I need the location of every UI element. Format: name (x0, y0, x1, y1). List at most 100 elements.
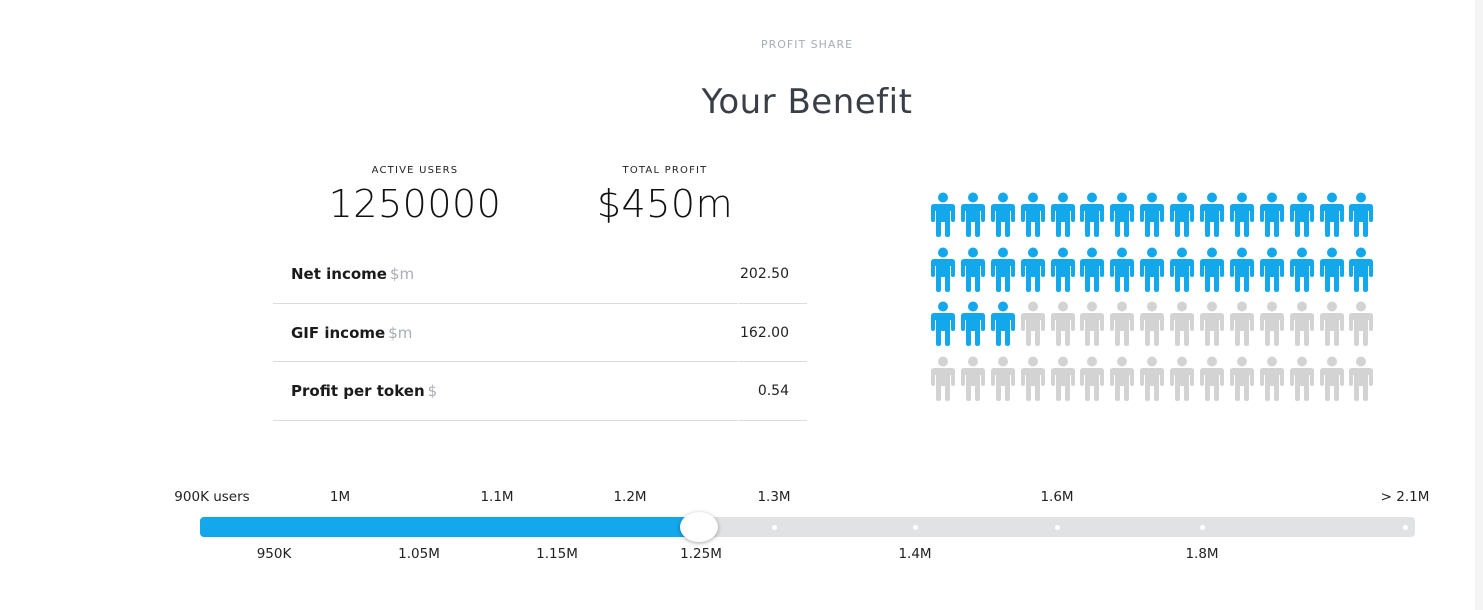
person-icon-active (931, 247, 955, 292)
person-icon-inactive (1229, 301, 1254, 346)
person-icon-active (1140, 192, 1165, 237)
person-icon-active (931, 192, 955, 237)
slider-tick-dot (1403, 525, 1408, 530)
active-users-stat: ACTIVE USERS 1250000 (315, 165, 515, 226)
column-divider (738, 362, 739, 421)
column-divider (738, 303, 739, 362)
person-icon-active (960, 247, 985, 292)
person-icon-active (1289, 247, 1314, 292)
slider-top-label: 1.1M (480, 489, 514, 505)
active-users-value: 1250000 (328, 182, 502, 226)
person-icon-inactive (1140, 301, 1165, 346)
slider-tick-dot (913, 525, 918, 530)
table-row-profit-per-token: Profit per token $ 0.54 (273, 362, 807, 421)
person-icon-active (1259, 247, 1284, 292)
person-icon-inactive (990, 356, 1015, 401)
person-icon-inactive (1080, 356, 1105, 401)
person-icon-inactive (1289, 356, 1314, 401)
person-icon-active (1020, 247, 1045, 292)
slider-bottom-label: 1.4M (898, 546, 932, 562)
table-row-gif-income: GIF income $m 162.00 (273, 303, 807, 362)
person-icon-inactive (1110, 301, 1135, 346)
person-icon-inactive (931, 356, 955, 401)
slider-top-label: 1.2M (613, 489, 647, 505)
person-icon-active (960, 192, 985, 237)
row-value: 202.50 (740, 266, 789, 282)
slider-bottom-label: 1.15M (536, 546, 578, 562)
person-icon-inactive (1140, 356, 1165, 401)
page-title: Your Benefit (701, 82, 913, 122)
slider-bottom-label: 1.25M (680, 546, 722, 562)
slider-track[interactable] (200, 517, 1415, 537)
slider-top-label: 1.6M (1040, 489, 1074, 505)
row-name: Net income (291, 265, 387, 283)
slider-fill (200, 517, 699, 537)
person-icon-active (931, 301, 955, 346)
person-icon-active (1050, 192, 1075, 237)
person-icon-inactive (1170, 356, 1195, 401)
total-profit-label: TOTAL PROFIT (622, 165, 708, 176)
person-icon-inactive (1259, 301, 1284, 346)
row-name: Profit per token (291, 382, 425, 400)
row-unit: $ (427, 382, 438, 400)
person-icon-inactive (1020, 356, 1045, 401)
person-icon-active (1319, 247, 1344, 292)
person-icon-active (1349, 192, 1374, 237)
row-value: 162.00 (740, 324, 789, 341)
person-icon-inactive (1319, 301, 1344, 346)
person-icon-inactive (1200, 301, 1225, 346)
row-name: GIF income (291, 323, 386, 342)
person-icon-active (1349, 247, 1374, 292)
person-icon-inactive (1319, 356, 1344, 401)
person-icon-active (1080, 247, 1105, 292)
slider-bottom-label: 1.8M (1185, 546, 1219, 562)
slider-bottom-label: 1.05M (398, 546, 440, 562)
person-icon-active (990, 301, 1015, 346)
person-icon-active (1319, 192, 1344, 237)
total-profit-stat: TOTAL PROFIT $450m (565, 165, 765, 226)
section-eyebrow: PROFIT SHARE (760, 38, 854, 51)
row-unit: $m (389, 265, 415, 283)
slider-tick-dot (1200, 525, 1205, 530)
slider-top-label: 1.3M (757, 489, 791, 505)
total-profit-value: $450m (596, 182, 734, 226)
person-icon-inactive (1289, 301, 1314, 346)
slider-top-label: 1M (329, 489, 351, 505)
person-icon-active (1050, 247, 1075, 292)
person-icon-inactive (1020, 301, 1045, 346)
person-icon-inactive (1229, 356, 1254, 401)
slider-tick-dot (772, 525, 777, 530)
page-scrollbar[interactable] (1475, 0, 1483, 610)
income-table: Net income $m 202.50 GIF income $m 162.00 … (273, 245, 807, 421)
person-icon-active (990, 247, 1015, 292)
person-icon-active (1229, 192, 1254, 237)
person-icon-inactive (1349, 356, 1374, 401)
person-icon-inactive (1349, 301, 1374, 346)
person-icon-active (1229, 247, 1254, 292)
column-divider (738, 245, 739, 304)
person-icon-inactive (1080, 301, 1105, 346)
person-icon-active (1140, 247, 1165, 292)
person-icon-active (1080, 192, 1105, 237)
table-row-net-income: Net income $m 202.50 (273, 245, 807, 304)
person-icon-active (1200, 192, 1225, 237)
person-icon-active (960, 301, 985, 346)
person-icon-active (1020, 192, 1045, 237)
person-icon-inactive (1200, 356, 1225, 401)
row-unit: $m (388, 323, 413, 342)
row-value: 0.54 (757, 383, 789, 399)
slider-tick-dot (1055, 525, 1060, 530)
person-icon-inactive (1259, 356, 1284, 401)
person-icon-active (1110, 192, 1135, 237)
slider-top-label: > 2.1M (1380, 489, 1430, 505)
person-icon-active (1170, 192, 1195, 237)
person-icon-inactive (1110, 356, 1135, 401)
person-icon-active (1200, 247, 1225, 292)
person-icon-active (990, 192, 1015, 237)
people-chart (930, 192, 1378, 410)
person-icon-active (1170, 247, 1195, 292)
slider-handle[interactable] (680, 512, 718, 542)
slider-bottom-label: 950K (256, 546, 292, 562)
person-icon-inactive (1050, 356, 1075, 401)
